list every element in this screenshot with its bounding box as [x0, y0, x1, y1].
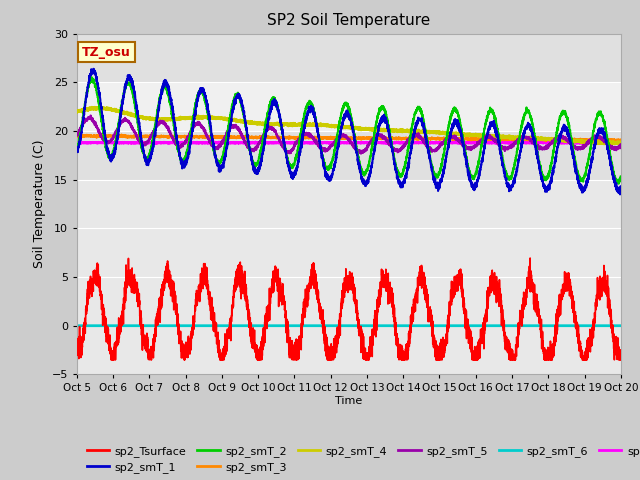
- sp2_smT_2: [615, 181, 623, 187]
- sp2_smT_3: [609, 138, 617, 144]
- sp2_smT_5: [357, 151, 365, 156]
- Bar: [77, 228, 621, 277]
- sp2_smT_1: [335, 136, 343, 142]
- sp2_Tsurface: [450, 281, 458, 287]
- Line: sp2_smT_4: sp2_smT_4: [77, 107, 621, 144]
- sp2_Tsurface: [255, 351, 263, 357]
- sp2_smT_3: [131, 134, 138, 140]
- Line: sp2_smT_7: sp2_smT_7: [77, 142, 621, 144]
- sp2_smT_4: [139, 115, 147, 120]
- sp2_smT_1: [73, 148, 81, 154]
- sp2_smT_4: [617, 141, 625, 146]
- sp2_Tsurface: [335, 325, 343, 331]
- sp2_Tsurface: [73, 349, 81, 355]
- X-axis label: Time: Time: [335, 396, 362, 406]
- sp2_smT_3: [139, 133, 147, 139]
- sp2_smT_5: [131, 128, 138, 134]
- sp2_smT_6: [255, 323, 263, 329]
- sp2_smT_7: [545, 139, 552, 145]
- sp2_smT_5: [450, 133, 458, 139]
- Bar: [77, 277, 621, 326]
- Bar: [77, 180, 621, 228]
- sp2_smT_2: [493, 127, 501, 132]
- sp2_smT_1: [493, 133, 501, 139]
- sp2_smT_6: [617, 323, 625, 329]
- sp2_Tsurface: [617, 352, 625, 358]
- Bar: [77, 326, 621, 374]
- sp2_smT_7: [131, 140, 138, 145]
- sp2_smT_2: [335, 120, 343, 126]
- sp2_smT_2: [255, 154, 263, 159]
- sp2_smT_1: [617, 188, 625, 194]
- Text: TZ_osu: TZ_osu: [82, 46, 131, 59]
- Y-axis label: Soil Temperature (C): Soil Temperature (C): [33, 140, 46, 268]
- sp2_smT_1: [139, 145, 147, 151]
- sp2_smT_7: [139, 140, 147, 146]
- sp2_smT_2: [450, 106, 458, 112]
- sp2_smT_3: [617, 137, 625, 143]
- sp2_smT_2: [73, 146, 81, 152]
- sp2_smT_5: [255, 140, 263, 145]
- Line: sp2_smT_3: sp2_smT_3: [77, 134, 621, 141]
- Line: sp2_Tsurface: sp2_Tsurface: [77, 258, 621, 360]
- sp2_smT_4: [450, 131, 458, 137]
- sp2_smT_4: [96, 104, 104, 110]
- sp2_smT_2: [139, 149, 147, 155]
- sp2_smT_3: [335, 135, 343, 141]
- sp2_Tsurface: [139, 327, 147, 333]
- sp2_smT_1: [450, 120, 458, 126]
- Legend: sp2_Tsurface, sp2_smT_1, sp2_smT_2, sp2_smT_3, sp2_smT_4, sp2_smT_5, sp2_smT_6, : sp2_Tsurface, sp2_smT_1, sp2_smT_2, sp2_…: [83, 441, 640, 478]
- sp2_smT_4: [335, 124, 343, 130]
- Title: SP2 Soil Temperature: SP2 Soil Temperature: [267, 13, 431, 28]
- sp2_smT_5: [493, 142, 501, 147]
- sp2_smT_6: [493, 323, 501, 329]
- sp2_smT_4: [601, 141, 609, 147]
- Line: sp2_smT_2: sp2_smT_2: [77, 77, 621, 184]
- sp2_smT_4: [131, 113, 138, 119]
- Line: sp2_smT_1: sp2_smT_1: [77, 69, 621, 194]
- Bar: [77, 34, 621, 82]
- sp2_smT_1: [255, 166, 263, 172]
- sp2_smT_5: [73, 132, 81, 138]
- sp2_smT_5: [335, 133, 343, 139]
- sp2_smT_4: [255, 120, 263, 126]
- sp2_smT_7: [335, 140, 343, 145]
- sp2_smT_1: [616, 192, 624, 197]
- sp2_smT_3: [255, 135, 263, 141]
- sp2_smT_3: [450, 136, 458, 142]
- sp2_smT_1: [90, 66, 97, 72]
- sp2_smT_4: [493, 134, 501, 140]
- sp2_Tsurface: [108, 357, 115, 363]
- sp2_smT_7: [325, 141, 333, 146]
- sp2_smT_7: [255, 140, 263, 145]
- sp2_smT_5: [139, 142, 147, 148]
- sp2_smT_7: [450, 140, 458, 145]
- Bar: [77, 82, 621, 131]
- sp2_smT_7: [493, 140, 501, 145]
- Line: sp2_smT_5: sp2_smT_5: [77, 116, 621, 154]
- sp2_smT_5: [87, 113, 95, 119]
- sp2_Tsurface: [526, 255, 534, 261]
- sp2_Tsurface: [493, 295, 501, 300]
- sp2_smT_5: [617, 143, 625, 149]
- sp2_smT_6: [73, 323, 81, 329]
- sp2_smT_7: [73, 140, 81, 145]
- sp2_smT_6: [335, 323, 343, 329]
- Bar: [77, 131, 621, 180]
- sp2_smT_6: [131, 323, 138, 329]
- sp2_smT_4: [73, 109, 81, 115]
- sp2_smT_1: [131, 89, 138, 95]
- sp2_Tsurface: [131, 286, 138, 291]
- sp2_smT_3: [76, 132, 84, 137]
- sp2_smT_2: [131, 99, 138, 105]
- sp2_smT_3: [493, 135, 501, 141]
- sp2_smT_2: [617, 173, 625, 179]
- sp2_smT_7: [617, 140, 625, 145]
- sp2_smT_6: [450, 323, 458, 329]
- sp2_smT_6: [139, 323, 147, 329]
- sp2_smT_2: [88, 74, 95, 80]
- sp2_smT_3: [73, 133, 81, 139]
